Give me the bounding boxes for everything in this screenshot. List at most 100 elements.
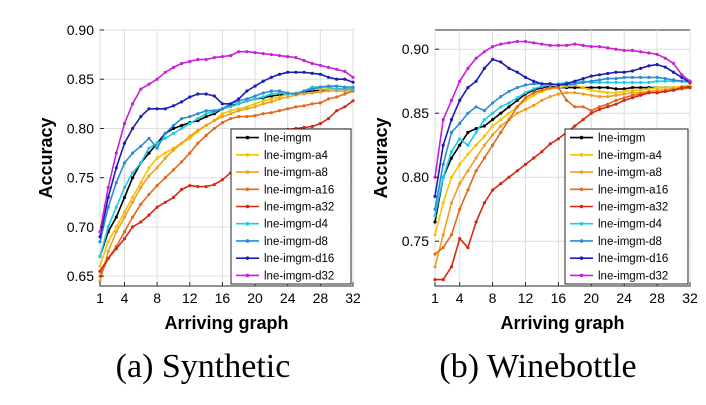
data-point-lne-imgm-d32 [523,39,528,44]
data-point-lne-imgm-a32 [474,220,478,224]
data-point-lne-imgm-d16 [98,235,102,239]
data-point-lne-imgm-a32 [458,237,462,241]
data-point-lne-imgm-d16 [556,83,561,87]
data-point-lne-imgm-a4 [114,225,118,229]
data-point-lne-imgm-d16 [647,64,651,68]
ticks-synthetic: 0.65 0.70 0.75 0.80 0.85 0.90 1 4 8 12 16 20 24 28 32 [67,22,361,306]
data-point-lne-imgm-a16 [122,230,127,234]
data-point-lne-imgm-d16 [131,126,135,131]
data-point-lne-imgm-d4 [532,87,536,91]
data-point-lne-imgm-d8 [351,85,355,89]
data-point-lne-imgm-a32 [556,137,561,141]
data-point-lne-imgm-d4 [106,225,110,229]
data-point-lne-imgm-d4 [188,121,192,126]
data-point-lne-imgm-a32 [499,182,503,186]
data-point-lne-imgm-d4 [507,101,511,105]
data-point-lne-imgm-d8 [286,91,290,95]
legend-synthetic: lne-imgm lne-imgm-a4 lne-imgm-a8 lne-imgm-a… [230,128,352,285]
data-point-lne-imgm-d4 [269,92,273,96]
data-point-lne-imgm-d8 [245,97,249,101]
data-point-lne-imgm-a8 [622,92,626,96]
data-point-lne-imgm-a32 [622,98,626,102]
data-point-lne-imgm-a16 [269,111,273,115]
data-point-lne-imgm-d4 [499,105,503,109]
chart-winebottle: 0.75 0.80 0.85 0.90 1 4 8 12 16 20 24 28 32 Arriving… [371,29,698,385]
data-point-lne-imgm-d16 [122,141,127,145]
data-point-lne-imgm-d16 [622,70,626,74]
data-point-lne-imgm-d32 [614,47,618,51]
data-point-lne-imgm-d32 [171,65,176,69]
data-point-lne-imgm-a16 [302,104,306,108]
data-point-lne-imgm-d16 [253,84,257,88]
data-point-lne-imgm-d32 [277,54,282,58]
legend-marker-lne-imgm-a16 [579,187,584,192]
legend-label-lne-imgm-d16: lne-imgm-d16 [598,253,668,265]
x-tick-label: 16 [551,290,567,306]
data-point-lne-imgm-d32 [343,69,347,73]
data-point-lne-imgm-a16 [581,105,585,109]
data-point-lne-imgm-a16 [515,105,519,109]
legend-marker-lne-imgm-a4 [579,153,584,157]
data-point-lne-imgm-a4 [482,134,486,138]
data-point-lne-imgm-a16 [449,233,454,237]
data-point-lne-imgm-a32 [523,162,528,166]
data-point-lne-imgm-d8 [614,77,618,81]
data-point-lne-imgm-a16 [163,176,167,180]
data-point-lne-imgm-d4 [622,80,626,85]
data-point-lne-imgm-d8 [171,123,176,128]
data-point-lne-imgm-d8 [606,77,610,81]
x-tick-label: 8 [489,290,497,306]
data-point-lne-imgm-d32 [680,73,684,77]
data-point-lne-imgm-a8 [269,100,273,104]
data-point-lne-imgm-d16 [310,71,314,75]
data-point-lne-imgm-a16 [614,98,618,102]
data-point-lne-imgm-a16 [499,130,503,134]
data-point-lne-imgm-a32 [196,185,200,189]
data-point-lne-imgm-d32 [106,185,110,190]
data-point-lne-imgm-a32 [647,91,651,95]
legend-label-lne-imgm-d32: lne-imgm-d32 [264,270,334,282]
data-point-lne-imgm-a8 [523,107,528,111]
data-point-lne-imgm-d8 [106,205,110,209]
data-point-lne-imgm-d4 [171,131,176,135]
data-point-lne-imgm-d8 [335,84,339,88]
chart-synthetic: 0.650.700.750.800.850.901 4 8 12 16 20 24 28 32 … [36,22,361,385]
data-point-lne-imgm-d16 [515,70,519,74]
data-point-lne-imgm-d16 [597,73,602,77]
caption-synthetic: (a) Synthetic [116,348,291,385]
data-point-lne-imgm-a16 [458,207,462,211]
data-point-lne-imgm-a32 [663,89,667,93]
data-point-lne-imgm-a8 [466,169,470,173]
data-point-lne-imgm-a32 [614,102,618,106]
data-point-lne-imgm-a32 [122,237,127,241]
data-point-lne-imgm-a16 [441,246,445,250]
data-point-lne-imgm-a32 [155,205,159,209]
y-tick-label: 0.90 [67,22,94,38]
data-point-lne-imgm-a8 [204,123,208,128]
data-point-lne-imgm-a4 [106,240,110,244]
data-point-lne-imgm-d32 [565,43,569,48]
data-point-lne-imgm-a32 [131,225,135,229]
data-point-lne-imgm-a32 [326,117,331,121]
data-point-lne-imgm-a16 [253,114,257,118]
data-point-lne-imgm-a4 [655,86,659,90]
data-point-lne-imgm-a16 [523,96,528,100]
data-point-lne-imgm-d32 [663,56,667,60]
data-point-lne-imgm-a32 [482,201,486,205]
data-point-lne-imgm-a16 [277,109,282,113]
data-point-lne-imgm [147,151,151,155]
data-point-lne-imgm-a16 [286,107,290,111]
data-point-lne-imgm-d32 [589,45,593,49]
data-point-lne-imgm-a8 [606,95,610,99]
data-point-lne-imgm-a4 [589,88,593,92]
legend-winebottle: lne-imgm lne-imgm-a4 lne-imgm-a8 lne-imgm-a… [564,128,689,285]
data-point-lne-imgm-d8 [302,89,306,93]
data-point-lne-imgm-a4 [147,166,151,170]
data-point-lne-imgm-a32 [220,178,224,182]
data-point-lne-imgm-a16 [326,97,331,101]
y-tick-label: 0.85 [402,105,429,121]
legend-label-lne-imgm-a4: lne-imgm-a4 [598,150,663,162]
data-point-lne-imgm-a4 [688,83,692,87]
data-point-lne-imgm-d32 [466,66,470,70]
data-point-lne-imgm [597,86,602,90]
